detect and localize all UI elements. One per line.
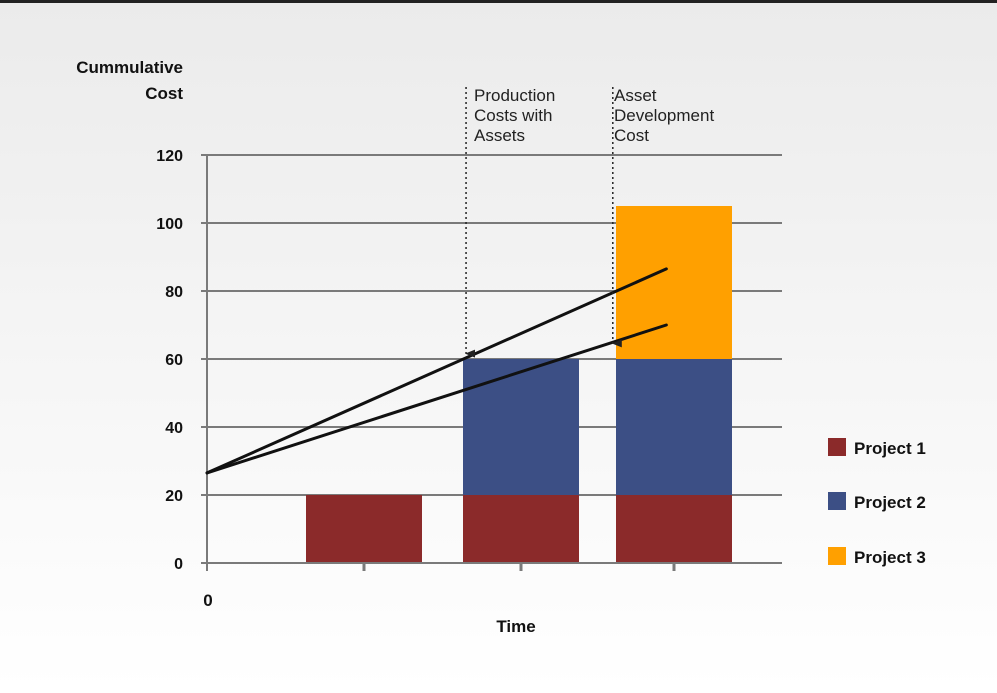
trend-line-1: [205, 267, 668, 475]
legend-label-project-2: Project 2: [854, 493, 926, 512]
annotations: Production Costs with Assets Asset Devel…: [474, 86, 714, 145]
bars: [306, 206, 732, 563]
bar-1-project-1: [306, 495, 422, 563]
legend-swatch-project-3: [828, 547, 846, 565]
x-axis-label: Time: [496, 617, 535, 636]
legend: Project 1 Project 2 Project 3: [828, 438, 926, 567]
trend-lines: [205, 267, 668, 475]
bar-2-project-2: [463, 359, 579, 495]
annotation-asset-line-1: Asset: [614, 86, 657, 105]
y-tick-label-40: 40: [165, 420, 183, 437]
y-axis-label-line-2: Cost: [145, 84, 183, 103]
y-tick-label-20: 20: [165, 488, 183, 505]
annotation-asset-line-2: Development: [614, 106, 714, 125]
annotation-asset-line-3: Cost: [614, 126, 649, 145]
legend-swatch-project-2: [828, 492, 846, 510]
bar-2-project-1: [463, 495, 579, 563]
x-origin-label: 0: [203, 591, 212, 610]
y-tick-labels: 0 20 40 60 80 100 120: [156, 148, 207, 573]
y-axis-label-line-1: Cummulative: [76, 58, 183, 77]
annotation-production-line-2: Costs with: [474, 106, 552, 125]
annotation-production-line-3: Assets: [474, 126, 525, 145]
trend-line-2: [205, 323, 668, 475]
bar-3-project-1: [616, 495, 732, 563]
bar-3-project-2: [616, 359, 732, 495]
legend-label-project-1: Project 1: [854, 439, 926, 458]
y-tick-label-120: 120: [156, 148, 183, 165]
y-tick-label-80: 80: [165, 284, 183, 301]
legend-label-project-3: Project 3: [854, 548, 926, 567]
legend-swatch-project-1: [828, 438, 846, 456]
y-tick-label-60: 60: [165, 352, 183, 369]
y-tick-label-100: 100: [156, 216, 183, 233]
annotation-production-line-1: Production: [474, 86, 555, 105]
y-tick-label-0: 0: [174, 556, 183, 573]
cost-chart: Cummulative Cost Production Costs with A…: [76, 58, 926, 636]
axes: [206, 155, 782, 571]
